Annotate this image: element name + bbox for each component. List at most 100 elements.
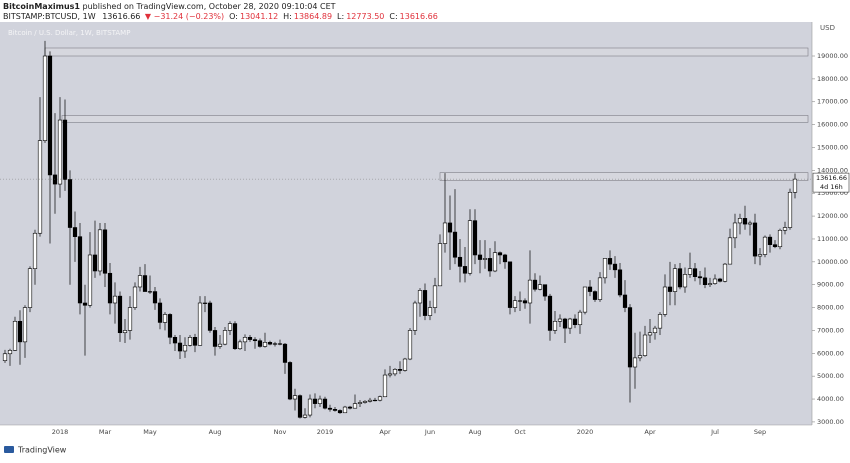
candle-body	[362, 401, 368, 403]
candle-body	[342, 406, 348, 414]
candle-body	[447, 222, 453, 233]
candle-body	[22, 307, 28, 343]
candle-body	[662, 286, 668, 315]
candle-body	[282, 343, 288, 363]
candle-body	[57, 119, 63, 185]
candle-body	[77, 236, 83, 304]
candle-body	[417, 290, 423, 304]
candle-body	[392, 369, 398, 375]
footer-logo: TradingView	[4, 446, 67, 455]
plot-background	[0, 22, 812, 425]
candle-body	[667, 286, 673, 292]
candle-body	[142, 275, 148, 292]
y-tick-label: 15000.00	[817, 143, 848, 151]
candle-body	[427, 307, 433, 316]
candle-body	[477, 254, 483, 260]
candle-body	[722, 263, 728, 282]
x-tick-label: 2020	[577, 428, 594, 436]
candle-body	[707, 283, 713, 285]
candle-body	[672, 268, 678, 292]
x-tick-label: Jun	[424, 428, 435, 436]
candle-body	[412, 302, 418, 331]
candle-body	[352, 403, 358, 409]
candle-body	[677, 268, 683, 288]
candle-body	[587, 286, 593, 292]
x-tick-label: Jul	[710, 428, 719, 436]
candle-body	[162, 314, 168, 323]
candle-body	[522, 300, 528, 304]
price-tag: 13616.66	[816, 174, 847, 182]
candle-body	[612, 263, 618, 271]
chart-watermark: Bitcoin / U.S. Dollar, 1W, BITSTAMP	[8, 29, 130, 37]
candle-body	[782, 227, 788, 231]
ohlc-label: H:	[283, 12, 292, 21]
candle-body	[137, 275, 143, 288]
candle-body	[552, 320, 558, 331]
candle-body	[422, 290, 428, 316]
candle-body	[632, 357, 638, 368]
candle-body	[682, 274, 688, 288]
candle-body	[202, 302, 208, 304]
candle-body	[37, 140, 43, 234]
x-tick-label: Sep	[754, 428, 766, 436]
candle-body	[577, 311, 583, 326]
candle-body	[187, 336, 193, 346]
candle-body	[27, 268, 33, 308]
candle-body	[732, 222, 738, 239]
candle-body	[492, 252, 498, 272]
candle-body	[502, 254, 508, 263]
ohlc-label: C:	[389, 12, 397, 21]
x-tick-label: 2018	[52, 428, 69, 436]
candle-body	[177, 342, 183, 352]
candle-body	[537, 284, 543, 290]
candle-body	[337, 410, 343, 414]
header-line-2: BITSTAMP:BTCUSD, 1W 13616.66 ▼ −31.24 (−…	[3, 12, 438, 21]
candle-body	[307, 398, 313, 416]
candle-body	[727, 237, 733, 265]
candle-body	[222, 330, 228, 345]
candle-body	[487, 258, 493, 272]
price-zone	[61, 115, 809, 123]
candle-body	[652, 327, 658, 334]
candle-body	[232, 323, 238, 350]
x-tick-label: Apr	[644, 428, 656, 436]
candle-body	[302, 414, 308, 418]
candle-body	[642, 334, 648, 356]
candle-body	[382, 374, 388, 398]
candle-body	[767, 236, 773, 245]
y-tick-label: 4000.00	[817, 395, 844, 403]
candle-body	[327, 407, 333, 410]
candle-body	[697, 276, 703, 279]
logo-icon	[4, 446, 14, 453]
y-tick-label: 17000.00	[817, 98, 848, 106]
candle-body	[467, 220, 473, 274]
candle-body	[272, 343, 278, 345]
candle-body	[317, 398, 323, 404]
candle-body	[87, 254, 93, 306]
candle-body	[717, 278, 723, 282]
candle-body	[687, 268, 693, 275]
published: published on TradingView.com, October 28…	[83, 2, 336, 11]
candle-body	[252, 339, 258, 342]
y-tick-label: 12000.00	[817, 212, 848, 220]
price-tag-box	[812, 172, 850, 193]
candle-body	[182, 345, 188, 352]
candle-body	[72, 227, 78, 237]
candle-body	[132, 286, 138, 308]
candle-body	[557, 318, 563, 322]
candle-body	[602, 258, 608, 279]
candle-body	[482, 258, 488, 260]
candle-body	[637, 355, 643, 359]
candle-body	[572, 318, 578, 326]
y-tick-label: 7000.00	[817, 326, 844, 334]
y-tick-label: 9000.00	[817, 281, 844, 289]
x-tick-label: Oct	[514, 428, 526, 436]
candle-body	[752, 222, 758, 257]
candle-body	[657, 314, 663, 329]
ohlc-value: 13041.12	[240, 12, 278, 21]
candle-body	[2, 353, 8, 361]
candle-body	[787, 191, 793, 228]
candle-body	[402, 358, 408, 371]
candle-body	[332, 409, 338, 411]
candle-body	[197, 302, 203, 346]
